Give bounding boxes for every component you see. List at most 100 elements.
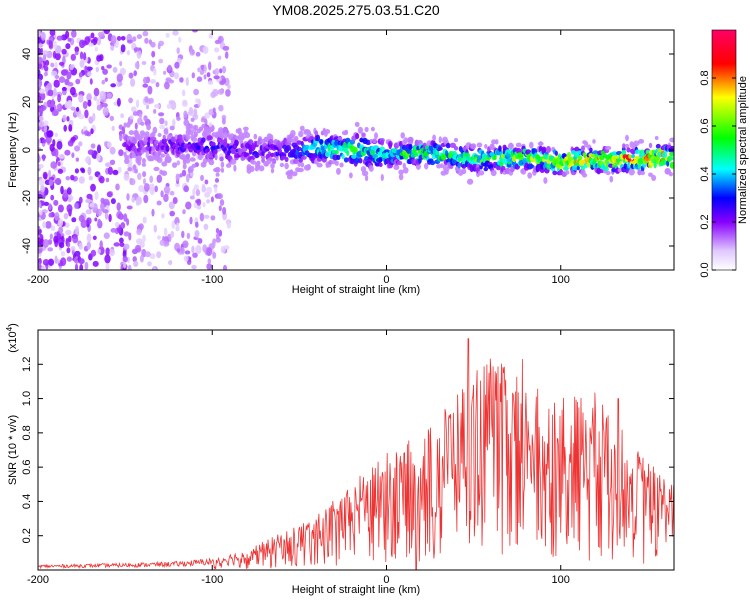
- spectrogram-cell: [334, 160, 339, 166]
- spectrogram-cell: [221, 114, 227, 120]
- spectrogram-cell: [119, 242, 125, 247]
- spectrogram-cell: [188, 130, 194, 135]
- spectrogram-cell: [38, 231, 41, 236]
- spectrogram-cell: [622, 143, 626, 149]
- spectrogram-cell: [84, 36, 90, 45]
- spectrogram-cell: [626, 147, 631, 153]
- spectrogram-cell: [396, 160, 403, 166]
- spectrogram-cell: [118, 81, 123, 86]
- spectrogram-cell: [219, 68, 223, 74]
- spectrogram-cell: [60, 257, 67, 266]
- spectrogram-cell: [65, 30, 70, 39]
- spectrogram-cell: [116, 73, 124, 83]
- spectrogram-cell: [195, 221, 199, 228]
- spectrogram-cell: [70, 53, 77, 61]
- spectrogram-cell: [50, 70, 58, 77]
- spectrogram-cell: [151, 50, 156, 58]
- spectrogram-cell: [201, 123, 206, 129]
- spectrogram-cell: [90, 143, 96, 149]
- spectrogram-cell: [39, 210, 43, 216]
- spectrogram-cell: [148, 155, 155, 162]
- spectrogram-cell: [38, 115, 44, 122]
- spectrogram-cell: [290, 130, 296, 137]
- spectrogram-cell: [102, 209, 109, 214]
- spectrogram-cell: [70, 106, 76, 111]
- spectrogram-cell: [528, 164, 535, 169]
- spectrogram-cell: [129, 115, 134, 120]
- spectrogram-cell: [633, 140, 640, 147]
- spectrogram-cell: [336, 154, 341, 160]
- spectrogram-cell: [210, 196, 214, 203]
- spectrogram-cell: [144, 251, 151, 258]
- spectrogram-cell: [104, 77, 108, 82]
- spectrogram-cell: [349, 172, 353, 179]
- spectrogram-cell: [144, 96, 149, 103]
- spectrogram-cell: [122, 255, 128, 263]
- spectrogram-cell: [354, 121, 360, 127]
- spectrogram-cell: [79, 51, 84, 60]
- spectrogram-cell: [215, 172, 220, 177]
- spectrogram-cell: [163, 70, 167, 75]
- spectrogram-cell: [126, 121, 131, 128]
- spectrogram-cell: [453, 137, 459, 143]
- spectrogram-cell: [648, 142, 653, 149]
- spectrogram-cell: [82, 101, 88, 109]
- spectrogram-cell: [233, 164, 237, 172]
- spectrogram-cell: [70, 174, 75, 181]
- spectrogram-cell: [182, 157, 187, 163]
- spectrogram-cell: [143, 183, 150, 192]
- spectrogram-cell: [196, 198, 202, 206]
- spectrogram-cell: [115, 183, 120, 191]
- spectrogram-cell: [393, 164, 400, 171]
- spectrogram-cell: [179, 77, 184, 83]
- spectrogram-cell: [90, 128, 94, 135]
- spectrogram-cell: [355, 133, 360, 140]
- spectrogram-cell: [109, 159, 116, 165]
- spectrogram-cell: [53, 199, 59, 206]
- spectrogram-cell: [291, 171, 298, 177]
- spectrogram-cell: [57, 94, 61, 103]
- spectrogram-cell: [116, 97, 121, 107]
- spectrogram-cell: [119, 67, 126, 76]
- spectrogram-cell: [150, 79, 156, 84]
- spectrogram-cell: [140, 121, 145, 126]
- spectrogram-cell: [132, 36, 137, 42]
- spectrogram-cell: [372, 138, 377, 144]
- spectrogram-cell: [38, 30, 41, 37]
- spectrogram-cell: [438, 136, 442, 144]
- spectrogram-cell: [181, 169, 187, 177]
- spectrogram-cell: [70, 246, 76, 251]
- spectrogram-cell: [88, 175, 93, 181]
- spectrogram-cell: [379, 146, 386, 153]
- spectrogram-cell: [116, 202, 121, 211]
- spectrogram-cell: [151, 60, 156, 66]
- spectrogram-cell: [449, 142, 456, 148]
- spectrogram-cell: [93, 36, 98, 43]
- spectrogram-cell: [210, 141, 216, 147]
- spectrogram-cell: [173, 72, 180, 80]
- spectrogram-cell: [106, 191, 113, 198]
- spectrogram-cell: [144, 37, 149, 44]
- spectrogram-cell: [253, 133, 258, 140]
- spectrogram-cell: [440, 163, 444, 169]
- spectrogram-cell: [142, 30, 149, 37]
- spectrogram-cell: [175, 182, 181, 188]
- spectrogram-cell: [42, 50, 49, 55]
- spectrogram-cell: [214, 166, 221, 173]
- spectrogram-cell: [53, 79, 60, 88]
- spectrogram-cell: [148, 183, 154, 191]
- spectrogram-cell: [143, 178, 146, 185]
- spectrogram-cell: [284, 156, 289, 162]
- spectrogram-cell: [96, 98, 100, 106]
- spectrogram-cell: [57, 168, 64, 174]
- spectrogram-cell: [119, 132, 123, 142]
- spectrogram-cell: [301, 155, 307, 160]
- spectrogram-cell: [102, 106, 109, 116]
- spectrogram-cell: [47, 247, 54, 252]
- spectrogram-cell: [195, 51, 201, 57]
- spectrogram-cell: [64, 149, 71, 156]
- spectrogram-cell: [182, 89, 186, 97]
- spectrogram-cell: [337, 136, 343, 141]
- spectrogram-cell: [126, 205, 133, 210]
